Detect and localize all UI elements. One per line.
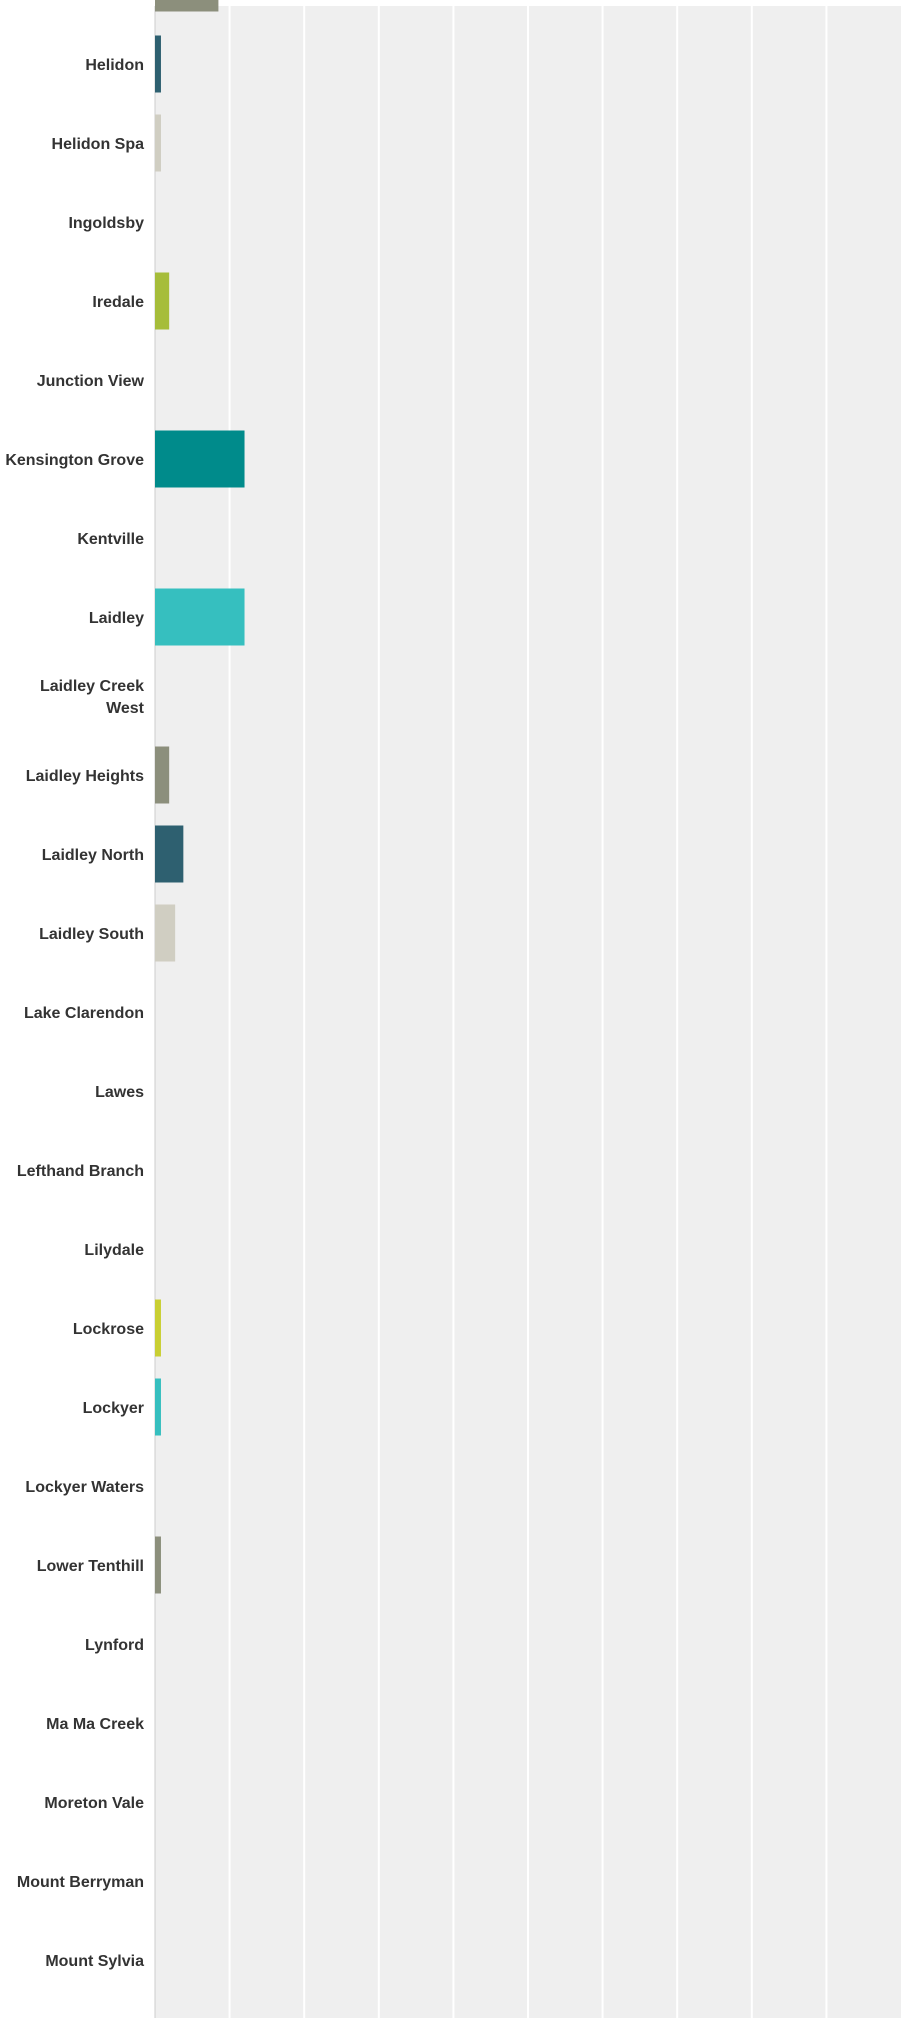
bar xyxy=(155,904,176,962)
bar xyxy=(155,825,184,883)
category-label: Mount Sylvia xyxy=(45,1953,144,1970)
category-label: Lilydale xyxy=(84,1242,144,1259)
category-label: Lake Clarendon xyxy=(24,1005,144,1022)
bar xyxy=(155,114,161,172)
category-label: Laidley xyxy=(89,610,144,627)
category-label: Laidley Heights xyxy=(26,768,144,785)
category-label: Lockyer Waters xyxy=(25,1479,144,1496)
bar xyxy=(155,588,245,646)
bar xyxy=(155,35,161,93)
category-label: Laidley South xyxy=(39,926,144,943)
category-label: Ma Ma Creek xyxy=(46,1716,144,1733)
category-label: Lynford xyxy=(85,1637,144,1654)
category-label: Ingoldsby xyxy=(68,215,144,232)
gridlines xyxy=(228,6,828,2018)
bar xyxy=(155,1536,161,1594)
bar xyxy=(155,1378,161,1436)
category-label: Lockyer xyxy=(83,1400,144,1417)
category-label: Moreton Vale xyxy=(44,1795,144,1812)
bar xyxy=(155,746,170,804)
category-label: Lockrose xyxy=(73,1321,144,1338)
bars xyxy=(155,0,245,1594)
category-label: Laidley Creek West xyxy=(40,678,145,717)
category-label: Iredale xyxy=(92,294,144,311)
bar xyxy=(155,272,170,330)
category-label: Mount Berryman xyxy=(17,1874,144,1891)
category-label: Lefthand Branch xyxy=(17,1163,144,1180)
category-label: Kensington Grove xyxy=(5,452,144,469)
bar xyxy=(155,1299,161,1357)
category-label: Laidley North xyxy=(42,847,144,864)
category-label: Junction View xyxy=(37,373,145,390)
bar xyxy=(155,430,245,488)
category-label: Helidon xyxy=(85,57,144,74)
bar xyxy=(155,0,219,12)
category-label: Lower Tenthill xyxy=(37,1558,144,1575)
category-label: Kentville xyxy=(77,531,144,548)
category-label: Lawes xyxy=(95,1084,144,1101)
category-label: Helidon Spa xyxy=(52,136,145,153)
category-labels: Helidon Helidon Spa Ingoldsby Iredale Juncti… xyxy=(5,57,144,1970)
